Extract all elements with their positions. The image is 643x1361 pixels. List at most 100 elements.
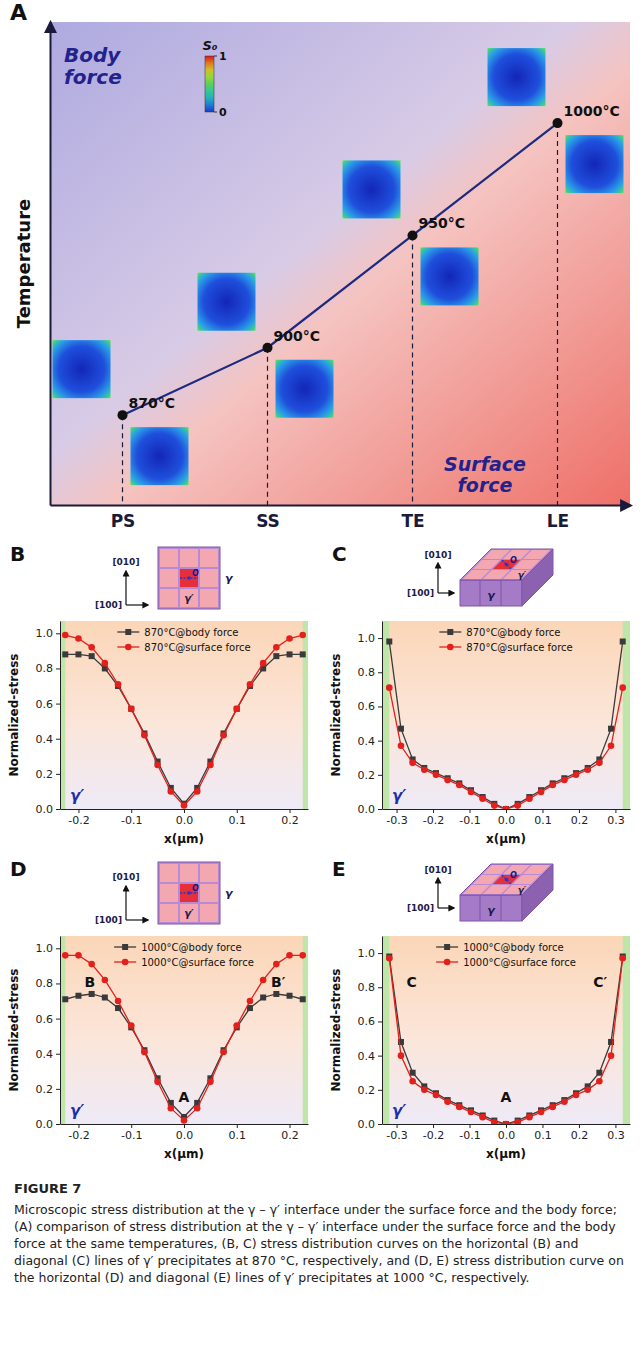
tick: 0.0 [358,1118,383,1131]
tick-mark [378,1124,382,1125]
tick: 0.1 [534,809,552,827]
y-axis-line [382,937,383,1125]
tick: 0.4 [36,733,61,746]
inset-label: γ′ [184,908,194,919]
legend-item: 870°C@surface force [439,642,572,653]
tick-label: TE [401,511,424,531]
point [596,760,603,767]
tick-mark [397,809,398,813]
tick: -0.1 [459,1124,480,1142]
point [398,742,405,749]
point [273,961,280,968]
side-face [522,549,553,606]
tick-label: 1.0 [358,632,376,645]
legend-label: 1000°C@surface force [463,957,576,968]
tick: 0.0 [176,1124,194,1142]
legend-label: 870°C@body force [144,627,238,638]
annotation: C′ [593,974,607,990]
tick-label: 0.6 [358,700,376,713]
drop-line [267,348,268,505]
tick-label: -0.1 [121,814,142,827]
annotation: A [179,1089,190,1105]
tick-mark [470,809,471,813]
x-axis: -0.3-0.2-0.10.00.10.20.3 [383,1124,631,1142]
legend-item: 1000°C@surface force [436,957,576,968]
colorbar-tick-label: 0 [219,106,227,119]
tick-label: 0.2 [36,1083,54,1096]
figure: APSSSTELETemperatureBodyforceSurfaceforc… [0,0,643,1175]
inset-label: γ [225,572,234,585]
precipitate [503,570,530,579]
plot-background [382,936,630,1124]
tick: 0.2 [571,809,589,827]
legend-marker [444,944,450,950]
tick: 0.8 [358,981,383,994]
tick-label: 0.1 [534,1129,552,1142]
stress-maps [53,48,624,485]
tick: 0.2 [36,1083,61,1096]
precipitate [160,569,178,587]
point [538,789,545,796]
point [247,681,254,688]
origin-dot [187,576,191,580]
point [620,639,626,645]
tick-label: 0.3 [607,1129,625,1142]
precipitate [200,884,218,902]
tick-mark [78,809,79,813]
tick-label: 0.2 [36,768,54,781]
point [75,952,82,959]
panel-letter: D [10,857,27,881]
tick-mark [433,809,434,813]
tick-mark [290,1124,291,1128]
inset-diagram: [010][100]Oγ′γ [407,549,553,606]
tick-label: 0.2 [571,814,589,827]
y-axis-title: Temperature [13,199,34,328]
tick: 1.0 [36,942,61,955]
legend-marker [447,629,453,635]
inset-label: O [510,871,517,880]
origin-dot [187,891,191,895]
point [596,1078,603,1085]
tick-mark [579,1124,580,1128]
tick: -0.1 [121,1124,142,1142]
precipitate [160,904,178,922]
tick-label: 0.0 [498,814,516,827]
x-axis: -0.3-0.2-0.10.00.10.20.3 [383,809,631,827]
tick-mark [542,1124,543,1128]
point [273,644,280,651]
tick-label: -0.2 [423,814,444,827]
tick-mark [56,774,60,775]
point [102,660,109,667]
point [260,977,267,984]
point [433,772,440,779]
point [619,684,626,691]
point [549,782,556,789]
tick: 0.4 [36,1048,61,1061]
annotation: B [84,974,95,990]
tick: 0.2 [281,1124,299,1142]
tick: 0.4 [358,1050,383,1063]
inset-arrow [438,592,454,593]
tick-mark [56,668,60,669]
tick: -0.1 [121,809,142,827]
legend-marker [447,644,454,651]
point [141,1049,148,1056]
point [514,802,521,809]
gamma-matrix [460,864,553,895]
point [444,777,451,784]
y-axis-title: Normalized-stress [7,969,21,1092]
point [608,1052,615,1059]
inset-label: [100] [407,903,434,913]
tick-label: -0.2 [423,1129,444,1142]
point [573,1092,580,1099]
inset-label: [010] [112,557,139,567]
tick: -0.1 [459,809,480,827]
tick: 1.0 [36,627,61,640]
point [573,772,580,779]
tick-label: 0.0 [36,803,54,816]
point [168,1105,175,1112]
panel-c: C[010][100]Oγ′γ-0.3-0.2-0.10.00.10.20.30… [329,542,631,846]
point [386,955,393,962]
panel-b: B[010][100]Oγ′γ-0.2-0.10.00.10.20.00.20.… [7,542,309,846]
tick-mark [290,809,291,813]
